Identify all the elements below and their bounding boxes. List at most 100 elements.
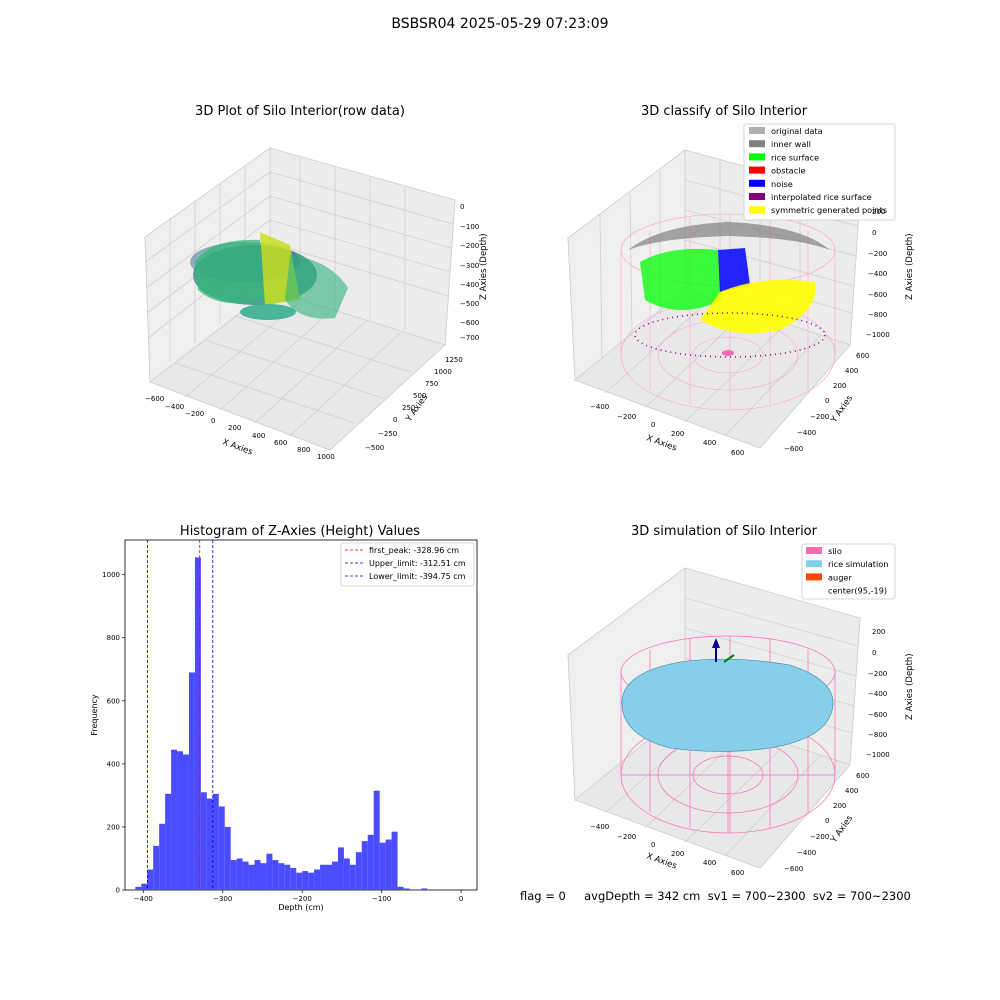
plot4-ytick-labels: −600 −400 −200 0 200 400 600 — [784, 772, 869, 873]
plot2-ztick-labels: −1000 −800 −600 −400 −200 0 200 — [866, 208, 890, 339]
svg-text:−800: −800 — [868, 311, 887, 319]
svg-text:−600: −600 — [784, 445, 803, 453]
histogram-bar — [367, 834, 374, 890]
svg-text:−400: −400 — [460, 281, 479, 289]
histogram-bar — [248, 864, 255, 890]
svg-text:200: 200 — [872, 628, 885, 636]
x-tick-label: −300 — [213, 895, 232, 903]
svg-text:−400: −400 — [868, 690, 887, 698]
legend-label: rice surface — [771, 152, 819, 162]
svg-text:−600: −600 — [460, 319, 479, 327]
svg-text:0: 0 — [393, 416, 397, 424]
svg-text:600: 600 — [274, 439, 287, 447]
svg-text:200: 200 — [872, 208, 885, 216]
svg-text:0: 0 — [460, 203, 464, 211]
svg-text:0: 0 — [651, 841, 655, 849]
svg-text:250: 250 — [402, 404, 415, 412]
svg-text:0: 0 — [872, 649, 876, 657]
plot1-ztick-labels: 0 −100 −200 −300 −400 −500 −600 −700 — [460, 203, 479, 342]
svg-text:−200: −200 — [868, 250, 887, 258]
histogram-bar — [361, 841, 368, 890]
legend-label: Lower_limit: -394.75 cm — [369, 572, 466, 581]
x-tick-label: −100 — [372, 895, 391, 903]
histogram-bar — [218, 806, 225, 890]
plot3-title: Histogram of Z-Axies (Height) Values — [179, 524, 421, 539]
histogram-bar — [147, 869, 154, 890]
x-tick-label: −400 — [134, 895, 153, 903]
legend-swatch — [749, 140, 765, 148]
svg-text:200: 200 — [671, 850, 684, 858]
svg-text:−200: −200 — [810, 413, 829, 421]
plot4-zlabel: Z Axies (Depth) — [905, 653, 915, 720]
svg-text:1250: 1250 — [445, 356, 463, 364]
svg-text:200: 200 — [671, 430, 684, 438]
status-line: flag = 0 avgDepth = 342 cm sv1 = 700~230… — [520, 889, 911, 903]
plot1-xlabel: X Axies — [221, 437, 254, 457]
plot3-xlabel: Depth (cm) — [278, 903, 323, 912]
plot1-title: 3D Plot of Silo Interior(row data) — [195, 104, 405, 119]
histogram-bar — [212, 793, 219, 890]
svg-text:600: 600 — [856, 772, 869, 780]
plot3-histogram: −400 −300 −200 −100 0 0 200 400 600 800 1000 Dept… — [90, 539, 478, 912]
svg-text:400: 400 — [703, 859, 716, 867]
histogram-bar — [314, 869, 321, 890]
svg-text:−400: −400 — [797, 429, 816, 437]
histogram-bar — [200, 792, 207, 890]
plot1-ytick-labels: −500 −250 0 250 500 750 1000 1250 — [365, 356, 463, 452]
plot3-reference-lines — [147, 540, 214, 890]
histogram-bar — [183, 754, 189, 890]
plot2-ylabel: Y Axies — [829, 393, 856, 425]
legend-label: original data — [771, 126, 823, 136]
legend-swatch — [806, 573, 822, 581]
svg-text:400: 400 — [845, 787, 858, 795]
legend-label: symmetric generated points — [771, 205, 887, 215]
histogram-bar — [343, 858, 350, 890]
plot3-legend: first_peak: -328.96 cm Upper_limit: -312.… — [340, 542, 475, 587]
svg-text:1000: 1000 — [434, 368, 452, 376]
histogram-bar — [320, 864, 327, 890]
histogram-bar — [326, 864, 332, 890]
plot2-legend: original data inner wall rice surface obsta… — [743, 123, 896, 221]
plot4-3d-simulation: silo rice simulation auger center(95,-19) −… — [567, 543, 915, 877]
plot3-yticks: 0 200 400 600 800 1000 — [102, 571, 125, 895]
histogram-bar — [296, 872, 303, 890]
svg-text:800: 800 — [297, 446, 310, 454]
svg-text:−600: −600 — [784, 865, 803, 873]
svg-text:400: 400 — [845, 367, 858, 375]
svg-text:0: 0 — [825, 817, 829, 825]
legend-swatch — [749, 166, 765, 174]
histogram-bar — [141, 883, 148, 890]
svg-text:0: 0 — [211, 417, 215, 425]
svg-text:1000: 1000 — [317, 453, 335, 461]
histogram-bar — [385, 839, 392, 890]
svg-text:0: 0 — [872, 229, 876, 237]
y-tick-label: 600 — [107, 697, 120, 705]
histogram-bar — [188, 672, 195, 890]
histogram-bar — [260, 863, 267, 890]
plot1-zlabel: Z Axies (Depth) — [479, 233, 489, 300]
histogram-bar — [397, 886, 404, 890]
svg-text:−500: −500 — [365, 444, 384, 452]
svg-text:−100: −100 — [460, 223, 479, 231]
histogram-bar — [165, 793, 172, 890]
svg-text:−600: −600 — [868, 291, 887, 299]
histogram-bar — [308, 872, 315, 890]
svg-text:−200: −200 — [460, 242, 479, 250]
legend-label: auger — [828, 572, 852, 582]
plot4-ztick-labels: −1000 −800 −600 −400 −200 0 200 — [866, 628, 890, 759]
legend-label: inner wall — [771, 139, 811, 149]
histogram-bar — [290, 867, 297, 890]
svg-text:600: 600 — [731, 449, 744, 457]
plot3-bars — [135, 557, 428, 890]
x-tick-label: 0 — [459, 895, 463, 903]
x-tick-label: −200 — [293, 895, 312, 903]
legend-swatch — [749, 179, 765, 187]
svg-text:200: 200 — [833, 802, 846, 810]
svg-text:750: 750 — [425, 380, 438, 388]
histogram-bar — [403, 888, 410, 890]
svg-text:−800: −800 — [868, 731, 887, 739]
legend-swatch — [806, 547, 822, 554]
histogram-bar — [206, 798, 213, 890]
histogram-bar — [379, 842, 386, 890]
